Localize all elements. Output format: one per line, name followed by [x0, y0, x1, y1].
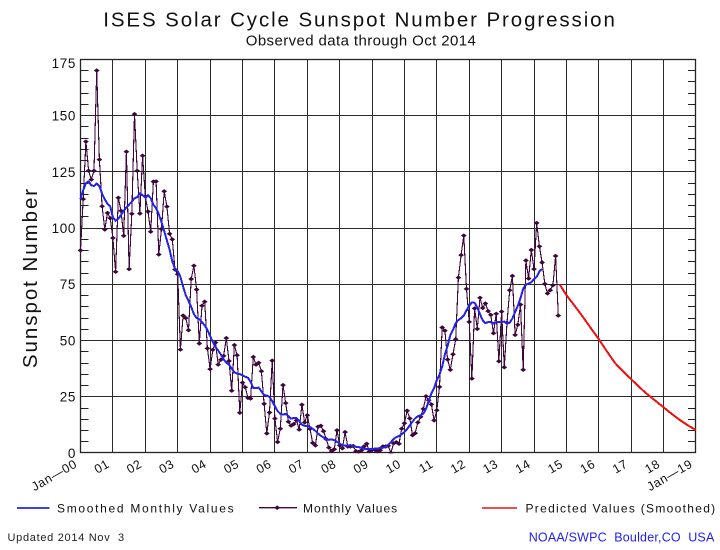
svg-text:14: 14	[513, 457, 533, 477]
svg-text:NOAA/SWPC Boulder,CO USA: NOAA/SWPC Boulder,CO USA	[529, 531, 715, 545]
svg-text:125: 125	[52, 165, 76, 180]
svg-text:Smoothed Monthly Values: Smoothed Monthly Values	[57, 501, 235, 515]
svg-text:03: 03	[157, 457, 177, 477]
svg-text:150: 150	[52, 109, 76, 124]
svg-text:50: 50	[60, 333, 76, 348]
svg-text:12: 12	[448, 457, 468, 477]
svg-text:Monthly Values: Monthly Values	[303, 501, 398, 515]
svg-text:07: 07	[286, 457, 306, 477]
svg-text:15: 15	[545, 457, 565, 477]
svg-text:13: 13	[481, 457, 501, 477]
svg-text:05: 05	[221, 457, 241, 477]
svg-text:11: 11	[417, 457, 436, 476]
svg-text:0: 0	[68, 446, 76, 461]
svg-text:Predicted Values (Smoothed): Predicted Values (Smoothed)	[526, 501, 717, 515]
svg-text:09: 09	[351, 457, 371, 477]
svg-text:17: 17	[610, 457, 630, 477]
svg-text:01: 01	[92, 457, 112, 477]
svg-text:75: 75	[60, 277, 76, 292]
svg-text:Jan—00: Jan—00	[29, 457, 79, 494]
svg-text:18: 18	[643, 457, 663, 477]
svg-text:Observed data through Oct 2014: Observed data through Oct 2014	[246, 33, 476, 50]
svg-text:02: 02	[124, 457, 144, 477]
svg-text:175: 175	[52, 56, 76, 71]
svg-text:ISES Solar Cycle Sunspot Numbe: ISES Solar Cycle Sunspot Number Progress…	[103, 9, 617, 32]
svg-text:10: 10	[383, 457, 403, 477]
svg-text:Updated 2014 Nov 3: Updated 2014 Nov 3	[8, 532, 125, 544]
svg-text:25: 25	[60, 390, 76, 405]
svg-text:08: 08	[319, 457, 339, 477]
svg-text:Sunspot Number: Sunspot Number	[19, 187, 42, 368]
svg-text:100: 100	[52, 221, 76, 236]
svg-text:04: 04	[189, 457, 209, 477]
svg-text:16: 16	[578, 457, 598, 477]
svg-text:06: 06	[254, 457, 274, 477]
